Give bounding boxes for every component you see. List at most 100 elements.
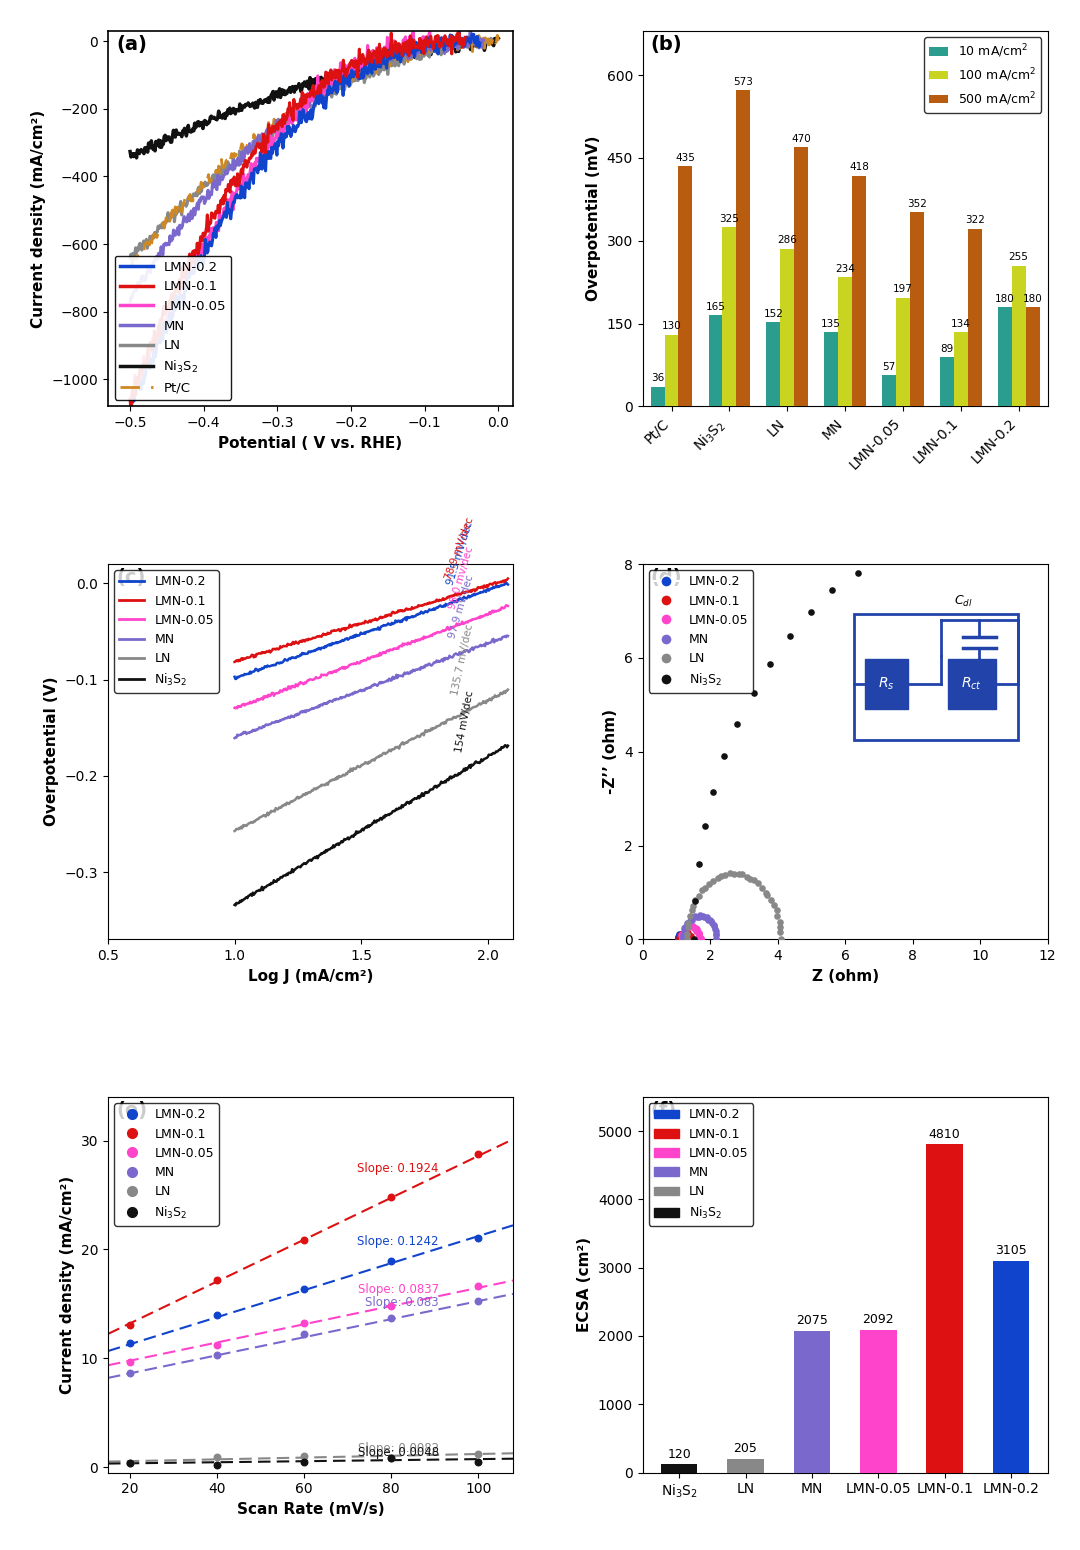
Point <box>679 914 697 939</box>
Point <box>295 1311 312 1336</box>
Point <box>670 927 687 952</box>
Text: 3105: 3105 <box>995 1245 1027 1257</box>
Point <box>382 1294 400 1319</box>
Point <box>121 1350 138 1375</box>
Point <box>680 924 698 949</box>
Text: 134: 134 <box>950 319 971 329</box>
Point <box>705 914 723 939</box>
Point <box>674 922 691 947</box>
Text: 2092: 2092 <box>863 1313 894 1327</box>
Text: Slope: 0.0837: Slope: 0.0837 <box>357 1283 438 1296</box>
Bar <box>824 332 838 406</box>
Point <box>687 887 704 911</box>
Text: 4810: 4810 <box>929 1128 960 1141</box>
Point <box>745 680 762 705</box>
Point <box>685 914 702 939</box>
Point <box>670 925 687 950</box>
Point <box>692 904 710 928</box>
Bar <box>664 335 678 406</box>
Bar <box>896 298 909 406</box>
Point <box>771 919 788 944</box>
Point <box>701 908 718 933</box>
Point <box>702 908 719 933</box>
Point <box>295 1443 312 1468</box>
Text: (b): (b) <box>650 34 683 54</box>
Point <box>926 522 943 547</box>
Text: 57: 57 <box>882 361 895 372</box>
Text: 322: 322 <box>964 215 985 225</box>
Bar <box>968 229 982 406</box>
Bar <box>780 248 794 406</box>
X-axis label: Log J (mA/cm²): Log J (mA/cm²) <box>247 969 374 984</box>
Point <box>675 927 692 952</box>
Point <box>676 927 693 952</box>
Point <box>707 918 725 942</box>
Point <box>674 922 691 947</box>
Point <box>683 907 700 932</box>
Text: 197: 197 <box>893 284 913 294</box>
Text: 435: 435 <box>675 153 696 163</box>
Y-axis label: Overpotential (mV): Overpotential (mV) <box>586 136 600 301</box>
Point <box>674 921 691 946</box>
Point <box>295 1228 312 1252</box>
Point <box>753 876 770 901</box>
Point <box>705 913 723 938</box>
Point <box>677 916 694 941</box>
Point <box>674 924 691 949</box>
Point <box>699 905 716 930</box>
Point <box>697 876 714 901</box>
Point <box>678 911 696 936</box>
Text: 91.5 mV/dec: 91.5 mV/dec <box>446 521 475 586</box>
Text: 205: 205 <box>733 1442 757 1455</box>
Point <box>707 921 725 946</box>
Point <box>680 927 698 952</box>
Point <box>729 711 746 736</box>
Point <box>675 924 692 949</box>
Point <box>680 925 698 950</box>
Text: 255: 255 <box>1009 253 1028 262</box>
Point <box>704 868 721 893</box>
Point <box>679 914 697 939</box>
Point <box>873 544 890 569</box>
Point <box>681 908 699 933</box>
Y-axis label: -Z’’ (ohm): -Z’’ (ohm) <box>604 710 619 794</box>
Point <box>706 916 724 941</box>
Point <box>684 914 701 939</box>
Point <box>715 744 732 769</box>
Point <box>675 919 692 944</box>
Text: 325: 325 <box>719 214 740 223</box>
Point <box>716 863 733 888</box>
Point <box>802 600 820 625</box>
Point <box>690 921 707 946</box>
Point <box>899 532 916 556</box>
Point <box>674 927 691 952</box>
Point <box>771 910 788 935</box>
Text: 135.7 mV/dec: 135.7 mV/dec <box>450 623 475 696</box>
Point <box>681 927 699 952</box>
Point <box>674 922 691 947</box>
Bar <box>723 226 737 406</box>
Text: 470: 470 <box>792 133 811 144</box>
Point <box>382 1184 400 1209</box>
Point <box>121 1451 138 1476</box>
Point <box>673 922 690 947</box>
Point <box>208 1302 226 1327</box>
Point <box>692 927 710 952</box>
Point <box>672 924 689 949</box>
Point <box>676 925 693 950</box>
Bar <box>650 386 664 406</box>
Text: 120: 120 <box>667 1448 691 1462</box>
Point <box>676 914 693 939</box>
Text: Slope: 0.1242: Slope: 0.1242 <box>357 1235 438 1248</box>
Text: 418: 418 <box>849 163 869 172</box>
X-axis label: Scan Rate (mV/s): Scan Rate (mV/s) <box>237 1502 384 1517</box>
Bar <box>1026 307 1039 406</box>
Point <box>671 922 688 947</box>
Point <box>686 916 703 941</box>
Point <box>680 914 698 939</box>
Point <box>675 925 692 950</box>
Point <box>690 922 707 947</box>
Point <box>696 905 713 930</box>
Point <box>679 919 697 944</box>
Text: 152: 152 <box>764 308 783 319</box>
